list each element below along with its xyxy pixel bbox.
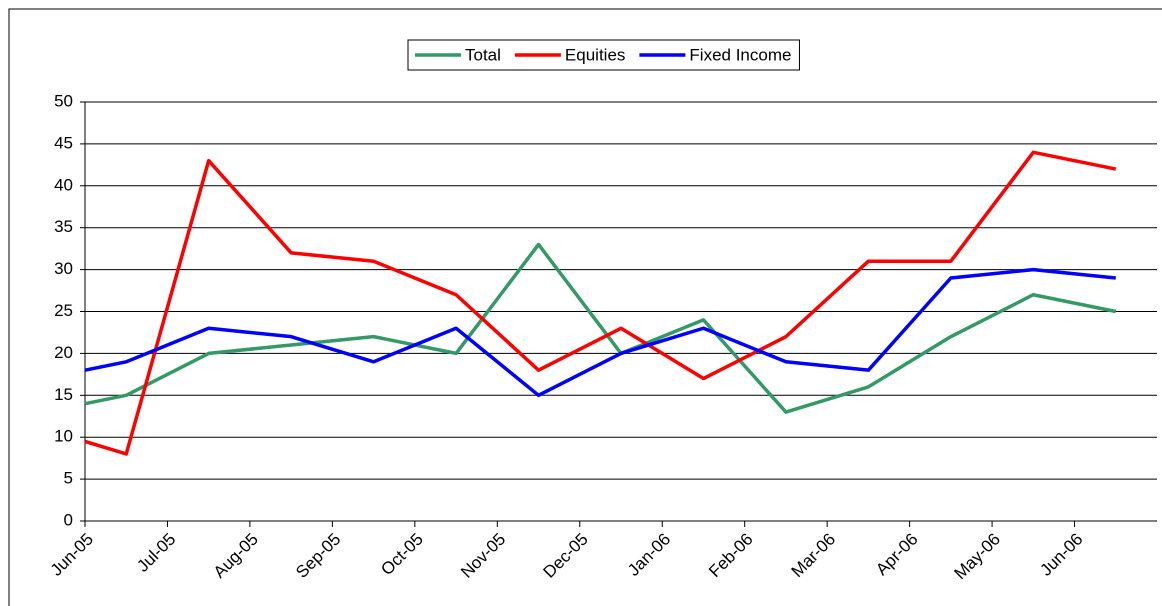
y-tick-label: 0 (64, 510, 73, 529)
legend-label: Fixed Income (689, 45, 791, 64)
series-line (84, 267, 1116, 398)
y-tick-label: 45 (54, 133, 73, 152)
y-tick-label: 30 (54, 259, 73, 278)
series-line (84, 242, 1117, 414)
legend-label: Equities (565, 45, 625, 64)
y-tick-label: 40 (54, 175, 73, 194)
legend-label: Total (465, 45, 501, 64)
legend-box (407, 39, 800, 71)
y-tick-label: 10 (54, 427, 73, 446)
y-tick-label: 20 (54, 343, 73, 362)
series-line (84, 150, 1117, 456)
y-tick-label: 50 (54, 91, 73, 110)
y-tick-label: 5 (64, 469, 73, 488)
legend: Total Equities Fixed Income (407, 39, 800, 71)
y-tick-label: 25 (54, 301, 73, 320)
y-tick-label: 35 (54, 217, 73, 236)
y-tick-label: 15 (54, 385, 73, 404)
